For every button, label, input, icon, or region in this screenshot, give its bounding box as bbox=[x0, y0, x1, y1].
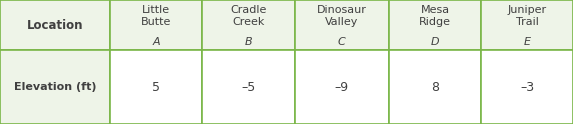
Text: 8: 8 bbox=[431, 81, 439, 94]
Bar bbox=[481, 50, 573, 124]
Text: 5: 5 bbox=[152, 81, 160, 94]
Bar bbox=[389, 0, 481, 50]
Text: Juniper
Trail: Juniper Trail bbox=[508, 5, 547, 27]
Bar bbox=[110, 0, 202, 50]
Text: –9: –9 bbox=[335, 81, 349, 94]
Bar bbox=[0, 50, 110, 124]
Text: C: C bbox=[338, 37, 346, 47]
Text: B: B bbox=[245, 37, 252, 47]
Text: Elevation (ft): Elevation (ft) bbox=[14, 82, 96, 92]
Text: –5: –5 bbox=[241, 81, 256, 94]
Bar bbox=[295, 50, 389, 124]
Bar bbox=[389, 50, 481, 124]
Text: Mesa
Ridge: Mesa Ridge bbox=[419, 5, 451, 27]
Text: A: A bbox=[152, 37, 160, 47]
Text: D: D bbox=[431, 37, 439, 47]
Text: Dinosaur
Valley: Dinosaur Valley bbox=[317, 5, 367, 27]
Text: E: E bbox=[524, 37, 531, 47]
Bar bbox=[481, 0, 573, 50]
Text: Cradle
Creek: Cradle Creek bbox=[230, 5, 266, 27]
Bar bbox=[0, 0, 110, 50]
Text: –3: –3 bbox=[520, 81, 534, 94]
Bar bbox=[202, 0, 295, 50]
Bar bbox=[295, 0, 389, 50]
Text: Location: Location bbox=[27, 19, 83, 32]
Bar bbox=[202, 50, 295, 124]
Text: Little
Butte: Little Butte bbox=[141, 5, 171, 27]
Bar bbox=[110, 50, 202, 124]
